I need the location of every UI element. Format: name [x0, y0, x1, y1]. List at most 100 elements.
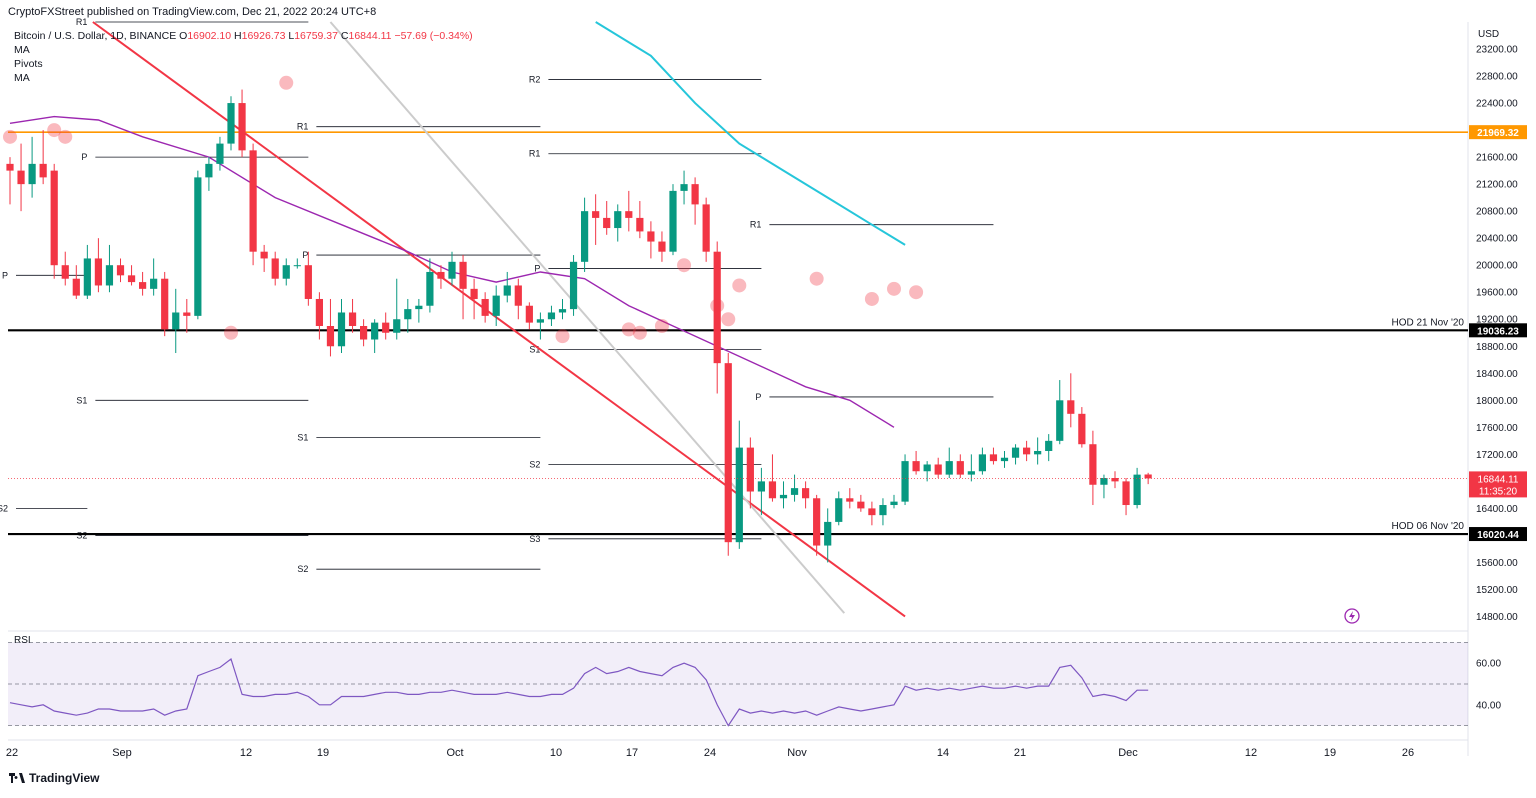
- candle-body: [1078, 413, 1086, 445]
- rsi-label: RSI: [14, 635, 31, 646]
- candle-body: [824, 521, 832, 546]
- legend-ohlc-row: Bitcoin / U.S. Dollar, 1D, BINANCE O1690…: [14, 29, 473, 43]
- candle-body: [17, 170, 25, 185]
- price-tick-label: 23200.00: [1476, 45, 1518, 56]
- lightning-icon: [1344, 608, 1360, 624]
- legend-close-label: C: [340, 30, 349, 42]
- pivot-label: S1: [76, 395, 87, 405]
- legend: Bitcoin / U.S. Dollar, 1D, BINANCE O1690…: [14, 29, 473, 85]
- legend-high: 16926.73: [241, 30, 286, 42]
- price-tick-label: 15600.00: [1476, 558, 1518, 569]
- candle-body: [735, 447, 743, 543]
- candle-body: [337, 312, 346, 347]
- candle-body: [492, 295, 500, 316]
- time-tick-label: 26: [1402, 747, 1414, 759]
- current-price-tag: [1469, 471, 1527, 498]
- candle-body: [757, 481, 765, 492]
- pivot-label: R1: [529, 149, 541, 159]
- candle-body: [846, 498, 854, 502]
- pivot-label: S2: [0, 503, 8, 513]
- pivot-label: R1: [750, 220, 762, 230]
- candle-body: [326, 326, 335, 347]
- candle-body: [912, 461, 920, 472]
- candle-body: [161, 278, 169, 330]
- candle-body: [581, 211, 589, 262]
- candle-body: [1011, 447, 1020, 458]
- candle-body: [72, 278, 80, 296]
- candle-body: [835, 498, 843, 522]
- candle-body: [150, 278, 158, 289]
- candle-body: [857, 501, 865, 509]
- candle-body: [1000, 457, 1009, 462]
- pivot-label: P: [2, 270, 8, 280]
- candle-body: [569, 261, 578, 310]
- candle-body: [470, 288, 478, 299]
- highlight-circle: [3, 129, 17, 144]
- candle-body: [890, 501, 898, 506]
- price-tick-label: 16400.00: [1476, 504, 1518, 515]
- candle-body: [669, 190, 677, 252]
- pivot-label: R1: [297, 122, 309, 132]
- horizontal-level-tag: [1469, 125, 1527, 140]
- candle-body: [790, 488, 799, 495]
- highlight-circle: [721, 312, 736, 327]
- lightning-icon-bolt: [1349, 611, 1355, 621]
- pivot-label: S3: [529, 534, 540, 544]
- legend-indicator-ma-2[interactable]: MA: [14, 72, 30, 84]
- price-tick-label: 14800.00: [1476, 612, 1518, 623]
- time-tick-label: Dec: [1118, 747, 1138, 759]
- legend-high-label: H: [234, 30, 242, 42]
- candle-body: [271, 258, 279, 279]
- candle-body: [779, 494, 788, 499]
- rsi-tick-label: 40.00: [1476, 700, 1501, 711]
- legend-indicator-pivots[interactable]: Pivots: [14, 58, 43, 70]
- highlight-circle: [279, 75, 294, 90]
- tradingview-logo[interactable]: TradingView: [9, 771, 99, 785]
- legend-low-label: L: [288, 30, 295, 42]
- pivot-label: S2: [76, 530, 87, 540]
- candle-body: [614, 211, 622, 229]
- candle-body: [1045, 440, 1053, 451]
- legend-indicator-ma-1[interactable]: MA: [14, 44, 30, 56]
- price-tick-label: 20000.00: [1476, 261, 1518, 272]
- horizontal-level-value: 21969.32: [1477, 128, 1519, 139]
- pivot-label: P: [302, 250, 308, 260]
- candle-body: [813, 498, 821, 546]
- pivot-label: S2: [297, 564, 308, 574]
- candle-body: [459, 261, 467, 289]
- time-tick-label: 17: [626, 747, 638, 759]
- candle-body: [139, 282, 147, 289]
- pivot-label: S1: [529, 345, 540, 355]
- highlight-circle: [47, 123, 62, 138]
- candle-body: [415, 305, 423, 310]
- candle-body: [868, 508, 876, 516]
- candle-body: [536, 319, 544, 323]
- candle-body: [393, 319, 401, 333]
- candle-body: [525, 305, 533, 323]
- price-tick-label: 21200.00: [1476, 180, 1518, 191]
- highlight-circle: [555, 329, 570, 344]
- candle-body: [592, 211, 600, 218]
- candle-body: [956, 461, 964, 475]
- rsi-line: [9, 658, 1149, 727]
- price-tick-label: 19200.00: [1476, 315, 1518, 326]
- candle-body: [371, 322, 379, 340]
- price-tick-label: 15200.00: [1476, 585, 1518, 596]
- highlight-circle: [732, 278, 747, 293]
- candle-body: [1144, 474, 1152, 479]
- candle-body: [28, 163, 36, 185]
- pivot-label: R2: [529, 74, 541, 84]
- candle-body: [348, 312, 357, 326]
- time-tick-label: Oct: [446, 747, 463, 759]
- horizontal-level-note: HOD 06 Nov '20: [1392, 521, 1465, 532]
- candle-body: [1133, 474, 1141, 506]
- price-tick-label: 22400.00: [1476, 99, 1518, 110]
- price-tick-label: 17600.00: [1476, 423, 1518, 434]
- candle-body: [216, 143, 224, 164]
- highlight-circle: [621, 322, 636, 337]
- price-tick-label: 18800.00: [1476, 342, 1518, 353]
- candle-body: [802, 488, 810, 499]
- highlight-circle: [677, 258, 692, 273]
